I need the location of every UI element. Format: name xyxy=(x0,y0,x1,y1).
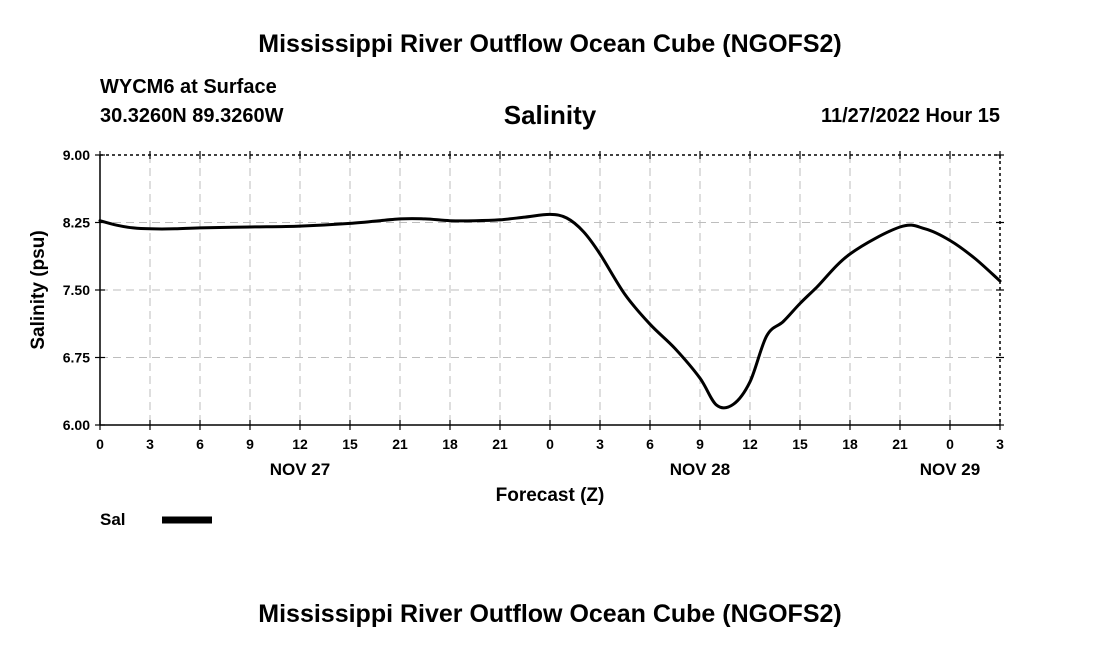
date-label: NOV 27 xyxy=(270,460,330,479)
forecast-timestamp: 11/27/2022 Hour 15 xyxy=(820,105,1000,127)
y-tick-label: 6.75 xyxy=(63,350,90,366)
x-tick-label: 15 xyxy=(792,436,808,452)
x-axis-label: Forecast (Z) xyxy=(496,485,605,506)
y-tick-label: 8.25 xyxy=(63,215,90,231)
x-tick-label: 9 xyxy=(696,436,704,452)
legend-label: Sal xyxy=(100,510,126,529)
x-tick-label: 12 xyxy=(292,436,308,452)
grid xyxy=(100,155,1000,425)
x-tick-label: 15 xyxy=(342,436,358,452)
series-line-sal xyxy=(98,212,1002,410)
y-tick-label: 9.00 xyxy=(63,147,90,163)
y-axis-label: Salinity (psu) xyxy=(28,230,49,349)
x-tick-label: 6 xyxy=(196,436,204,452)
axis-labels: Salinity (psu) Forecast (Z) 0 3 6 9 12 15 21 18… xyxy=(28,147,1004,506)
y-tick-label: 6.00 xyxy=(63,417,90,433)
x-tick-label: 18 xyxy=(842,436,858,452)
footer-title: Mississippi River Outflow Ocean Cube (NG… xyxy=(258,600,842,628)
x-tick-label: 18 xyxy=(442,436,458,452)
x-tick-label: 9 xyxy=(246,436,254,452)
x-tick-label: 21 xyxy=(492,436,508,452)
x-tick-label: 6 xyxy=(646,436,654,452)
page-title: Mississippi River Outflow Ocean Cube (NG… xyxy=(258,30,842,58)
x-tick-label: 21 xyxy=(892,436,908,452)
x-tick-label: 3 xyxy=(596,436,604,452)
x-tick-label: 12 xyxy=(742,436,758,452)
axes xyxy=(95,151,1004,430)
station-label: WYCM6 at Surface xyxy=(100,76,277,98)
series-layer xyxy=(98,212,1002,410)
x-tick-label: 3 xyxy=(996,436,1004,452)
x-tick-label: 0 xyxy=(946,436,954,452)
chart-title: Salinity xyxy=(503,100,597,130)
y-tick-label: 7.50 xyxy=(63,282,90,298)
station-coordinates: 30.3260N 89.3260W xyxy=(100,105,284,127)
x-tick-label: 0 xyxy=(96,436,104,452)
x-tick-label: 21 xyxy=(392,436,408,452)
date-label: NOV 29 xyxy=(920,460,980,479)
legend: Sal xyxy=(100,510,212,529)
x-tick-label: 3 xyxy=(146,436,154,452)
x-tick-label: 0 xyxy=(546,436,554,452)
date-label: NOV 28 xyxy=(670,460,730,479)
